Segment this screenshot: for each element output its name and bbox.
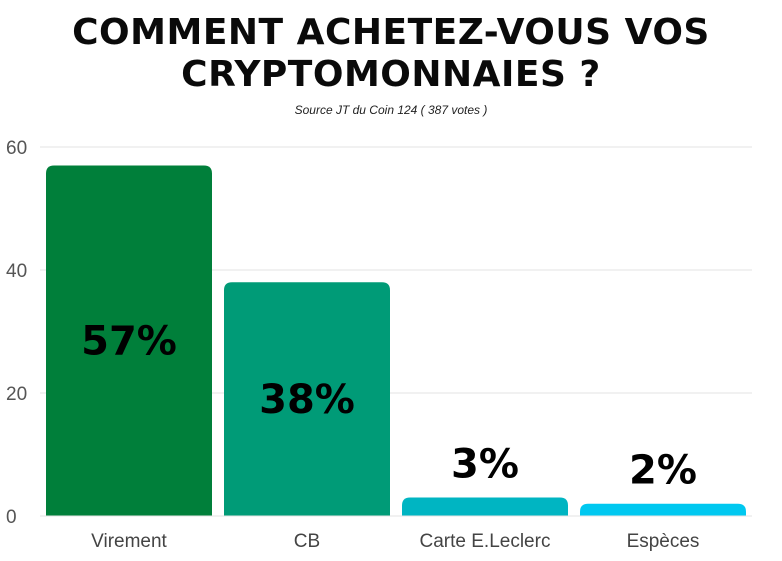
chart-subtitle: Source JT du Coin 124 ( 387 votes ) bbox=[294, 103, 488, 117]
y-tick-label-40: 40 bbox=[6, 261, 27, 282]
data-label-1: 38% bbox=[259, 377, 355, 423]
bar-virement bbox=[46, 165, 212, 516]
chart-title: Comment achetez-vous vos cryptomonnaies … bbox=[72, 12, 710, 95]
x-tick-label-1: CB bbox=[294, 531, 320, 552]
data-label-0: 57% bbox=[81, 319, 177, 365]
x-tick-label-2: Carte E.Leclerc bbox=[420, 531, 551, 552]
data-label-2: 3% bbox=[451, 442, 519, 488]
y-tick-label-60: 60 bbox=[6, 138, 27, 159]
y-tick-label-20: 20 bbox=[6, 384, 27, 405]
data-label-3: 2% bbox=[629, 448, 697, 494]
y-tick-label-0: 0 bbox=[6, 507, 17, 528]
bar-cb bbox=[224, 282, 390, 516]
x-tick-label-3: Espèces bbox=[627, 531, 700, 552]
x-tick-label-0: Virement bbox=[91, 531, 167, 552]
bar-carte-e-leclerc bbox=[402, 497, 568, 516]
bar-esp-ces bbox=[580, 503, 746, 516]
